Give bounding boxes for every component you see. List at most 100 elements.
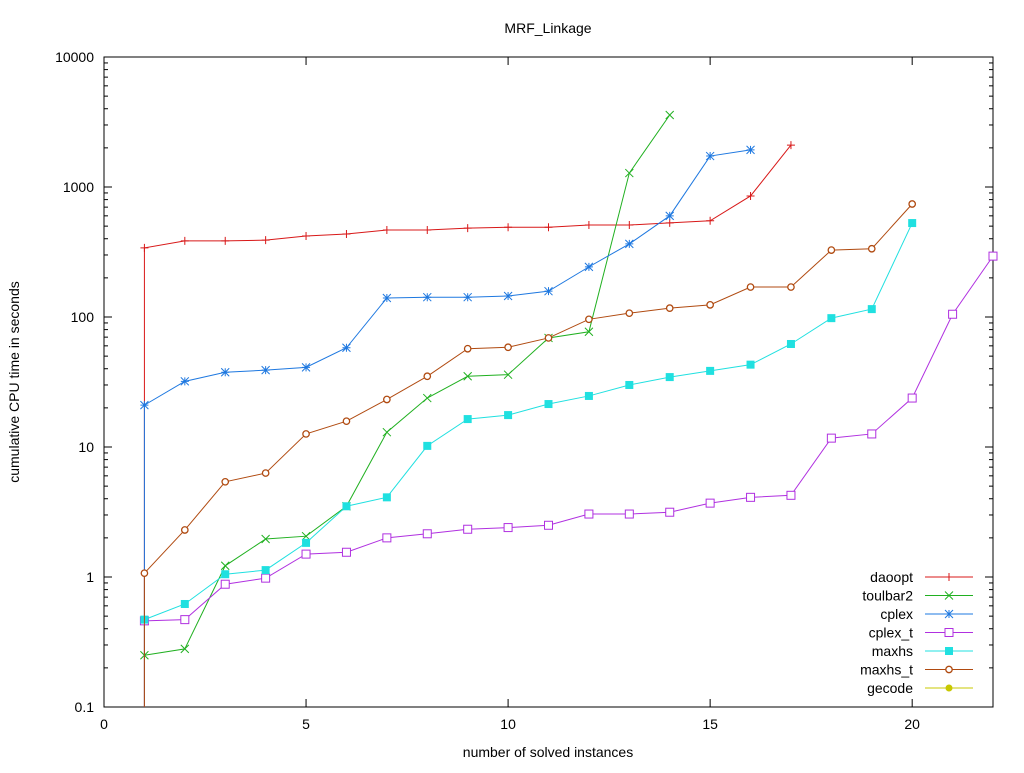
data-point xyxy=(827,314,836,323)
data-point xyxy=(342,229,351,238)
series-toulbar2 xyxy=(140,110,675,660)
data-point xyxy=(544,520,553,530)
data-point xyxy=(786,141,795,150)
data-point xyxy=(180,644,190,654)
data-point xyxy=(944,609,954,619)
data-point xyxy=(301,549,311,559)
data-point xyxy=(422,393,432,403)
data-point xyxy=(624,239,634,249)
series-line xyxy=(143,144,792,707)
data-point xyxy=(665,304,674,312)
data-point xyxy=(382,493,391,502)
data-point xyxy=(504,411,513,420)
data-point xyxy=(341,547,351,557)
series-line xyxy=(144,222,913,621)
data-point xyxy=(544,286,553,296)
data-point xyxy=(746,492,756,502)
data-point xyxy=(827,246,836,254)
data-point xyxy=(423,225,432,234)
data-point xyxy=(261,469,270,477)
data-point xyxy=(584,509,594,519)
series-line xyxy=(144,114,671,656)
legend-label: maxhs_t xyxy=(860,662,913,678)
y-tick-label: 10 xyxy=(78,439,94,455)
data-point xyxy=(665,218,674,227)
series-cplex_t xyxy=(139,251,998,626)
data-point xyxy=(140,243,149,252)
data-point xyxy=(463,344,472,353)
data-point xyxy=(503,370,513,380)
data-point xyxy=(826,433,836,443)
x-tick-label: 10 xyxy=(500,716,516,732)
data-point xyxy=(382,533,392,543)
data-point xyxy=(221,570,230,579)
x-tick-label: 20 xyxy=(904,716,920,732)
data-point xyxy=(302,231,311,240)
series-line xyxy=(144,255,994,622)
data-point xyxy=(302,538,311,547)
x-tick-label: 0 xyxy=(100,716,108,732)
data-point xyxy=(261,573,271,583)
data-point xyxy=(140,569,149,578)
data-point xyxy=(423,441,432,450)
data-point xyxy=(180,599,189,608)
data-point xyxy=(584,327,594,337)
data-point xyxy=(867,305,876,314)
data-point xyxy=(221,477,230,486)
data-point xyxy=(705,498,715,508)
data-point xyxy=(948,309,958,319)
y-axis-label: cumulative CPU time in seconds xyxy=(6,281,22,483)
data-point xyxy=(585,315,593,324)
data-point xyxy=(463,371,473,381)
plot-frame xyxy=(103,56,994,708)
data-point xyxy=(544,223,553,232)
data-point xyxy=(746,283,755,291)
series-daoopt xyxy=(140,141,795,707)
data-point xyxy=(665,373,674,382)
axes: 0 5 10 15 20 0.1 1 10 100 1000 10000 xyxy=(55,49,994,732)
data-point xyxy=(624,509,634,519)
data-point xyxy=(180,236,189,245)
data-point xyxy=(382,293,392,303)
data-point xyxy=(625,309,634,318)
data-point xyxy=(301,531,311,541)
data-point xyxy=(544,400,553,409)
data-point xyxy=(503,291,513,301)
data-point xyxy=(907,393,917,403)
data-point xyxy=(908,219,917,228)
data-point xyxy=(261,566,270,575)
data-point xyxy=(944,591,954,600)
x-axis-label: number of solved instances xyxy=(463,744,633,760)
data-point xyxy=(544,334,553,342)
data-point xyxy=(665,507,675,517)
data-point xyxy=(584,391,593,400)
data-point xyxy=(584,262,594,272)
data-point xyxy=(261,534,270,544)
data-point xyxy=(342,343,351,353)
data-point xyxy=(625,380,634,389)
data-point xyxy=(423,372,432,381)
data-point xyxy=(746,191,755,200)
data-point xyxy=(140,400,149,410)
legend-label: cplex xyxy=(880,606,913,622)
data-point xyxy=(706,216,715,225)
data-point xyxy=(463,415,472,424)
data-point xyxy=(944,628,954,637)
data-point xyxy=(786,339,795,348)
data-point xyxy=(342,502,351,511)
data-point xyxy=(908,200,917,208)
y-tick-label: 0.1 xyxy=(75,699,95,715)
data-point xyxy=(220,561,230,571)
data-point xyxy=(463,524,473,534)
data-point xyxy=(383,395,391,404)
legend-label: daoopt xyxy=(870,569,913,585)
y-tick-label: 100 xyxy=(71,309,95,325)
y-tick-label: 10000 xyxy=(55,49,94,65)
legend-label: cplex_t xyxy=(869,625,913,641)
data-point xyxy=(746,360,755,369)
data-point xyxy=(625,221,634,230)
series-maxhs_t xyxy=(140,200,917,707)
data-point xyxy=(867,244,876,253)
legend-label: maxhs xyxy=(872,643,913,659)
